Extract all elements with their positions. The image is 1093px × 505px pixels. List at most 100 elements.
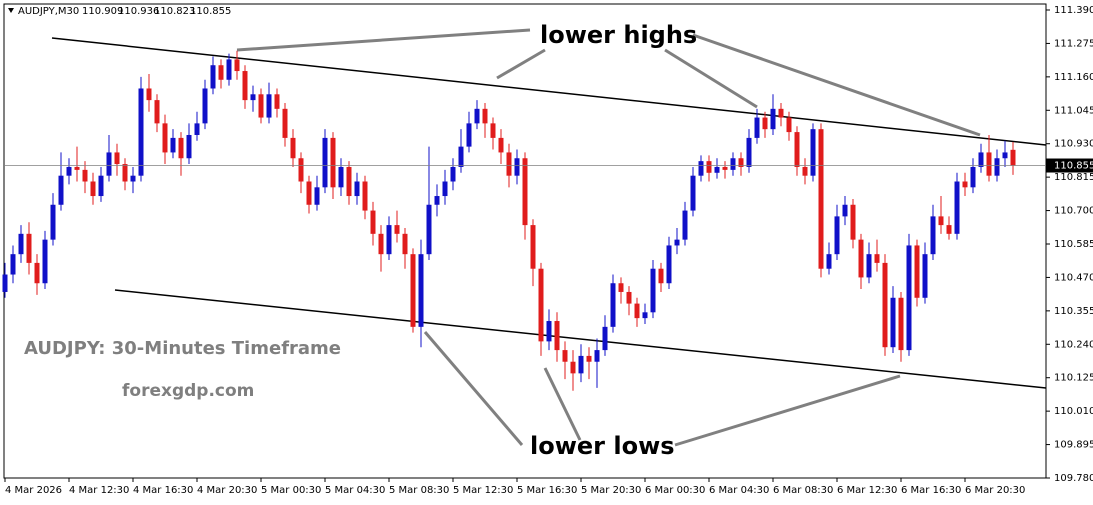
header-high: 110.936 — [118, 6, 159, 17]
candle-body — [210, 65, 216, 89]
candle-body — [978, 152, 984, 167]
candle-body — [234, 59, 240, 72]
x-tick-label: 5 Mar 20:30 — [581, 485, 641, 496]
candle-body — [474, 108, 480, 124]
pointer — [692, 33, 981, 137]
candle-body — [898, 297, 904, 351]
candle-body — [282, 108, 288, 138]
y-tick-label: 110.125 — [1054, 373, 1093, 384]
candle-body — [586, 355, 592, 362]
candle-body — [362, 181, 368, 211]
candle-body — [874, 254, 880, 263]
y-tick-label: 110.010 — [1054, 406, 1093, 417]
candle-body — [754, 117, 760, 138]
candle-body — [834, 216, 840, 255]
candle-body — [906, 245, 912, 351]
candle-body — [482, 108, 488, 124]
y-tick-label: 110.355 — [1054, 306, 1093, 317]
candle-body — [914, 245, 920, 298]
y-tick-label: 110.585 — [1054, 239, 1093, 250]
x-tick-label: 4 Mar 16:30 — [133, 485, 193, 496]
candle-body — [1010, 149, 1016, 166]
candle-body — [778, 108, 784, 118]
candle-body — [266, 94, 272, 118]
y-tick-label: 110.700 — [1054, 206, 1093, 217]
pointer — [664, 48, 758, 109]
candle-body — [42, 239, 48, 284]
price-label-box — [1046, 158, 1093, 173]
candle-body — [314, 187, 320, 205]
candle-body — [202, 88, 208, 124]
candle-body — [850, 204, 856, 240]
candle-body — [10, 254, 16, 275]
caption: AUDJPY: 30-Minutes Timeframe — [24, 338, 341, 359]
candle-body — [674, 239, 680, 246]
x-tick-label: 6 Mar 20:30 — [965, 485, 1025, 496]
x-tick-label: 5 Mar 12:30 — [453, 485, 513, 496]
candle-body — [50, 204, 56, 240]
candle-body — [994, 158, 1000, 176]
x-tick-label: 6 Mar 00:30 — [645, 485, 705, 496]
candle-body — [522, 158, 528, 226]
header-close: 110.855 — [190, 6, 231, 17]
candle-body — [626, 291, 632, 304]
candle-body — [706, 161, 712, 173]
candle-body — [394, 225, 400, 234]
candle-body — [618, 283, 624, 292]
candle-body — [194, 123, 200, 135]
candle-body — [426, 204, 432, 255]
candle-body — [106, 152, 112, 176]
candle-body — [354, 181, 360, 197]
candle-body — [290, 137, 296, 159]
pointer — [236, 28, 531, 52]
candle-body — [178, 137, 184, 159]
candle-body — [666, 245, 672, 284]
candle-body — [498, 137, 504, 153]
candle-body — [506, 152, 512, 176]
candle-body — [650, 268, 656, 313]
upper-trendline — [51, 37, 1047, 146]
candle-body — [338, 166, 344, 188]
candle-body — [402, 233, 408, 255]
symbol: AUDJPY,M30 — [18, 6, 79, 17]
x-tick-label: 6 Mar 08:30 — [773, 485, 833, 496]
candle-body — [746, 137, 752, 167]
candle-body — [738, 158, 744, 167]
candle-body — [578, 355, 584, 374]
header-icon — [8, 8, 14, 13]
pointer — [674, 374, 901, 447]
candle-body — [146, 88, 152, 101]
candle-body — [970, 166, 976, 188]
candle-body — [138, 88, 144, 176]
y-tick-label: 110.930 — [1054, 139, 1093, 150]
candle-body — [690, 175, 696, 211]
candle-body — [858, 239, 864, 278]
candle-body — [786, 117, 792, 133]
candle-body — [34, 262, 40, 284]
candle-body — [610, 283, 616, 327]
candle-body — [130, 175, 136, 182]
y-tick-label: 109.895 — [1054, 440, 1093, 451]
y-tick-label: 111.390 — [1054, 5, 1093, 16]
candle-body — [170, 137, 176, 153]
candle-body — [658, 268, 664, 284]
candle-body — [90, 181, 96, 197]
candle-body — [2, 274, 8, 292]
candle-body — [242, 71, 248, 101]
candle-body — [810, 129, 816, 176]
x-tick-label: 4 Mar 20:30 — [197, 485, 257, 496]
pointer — [543, 367, 582, 441]
x-tick-label: 6 Mar 04:30 — [709, 485, 769, 496]
candle-body — [346, 166, 352, 197]
lower-trendline — [114, 289, 1047, 389]
candle-body — [962, 181, 968, 188]
candle-body — [930, 216, 936, 255]
candle-body — [434, 196, 440, 205]
candle-body — [186, 134, 192, 159]
candle-body — [770, 108, 776, 130]
y-tick-label: 111.045 — [1054, 105, 1093, 116]
x-tick-label: 4 Mar 2026 — [5, 485, 62, 496]
candle-body — [306, 181, 312, 205]
x-tick-label: 6 Mar 16:30 — [901, 485, 961, 496]
